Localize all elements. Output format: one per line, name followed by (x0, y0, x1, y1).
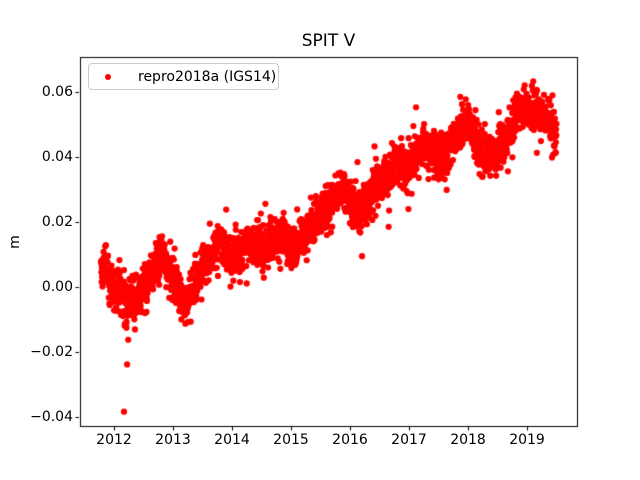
legend-label: repro2018a (IGS14) (138, 68, 277, 85)
legend-marker-dot (105, 73, 111, 80)
y-tick-label: 0.06 (41, 83, 73, 100)
y-tick-label: 0.00 (41, 278, 73, 295)
x-tick-label: 2013 (155, 432, 191, 448)
x-tick-label: 2016 (332, 432, 368, 448)
legend: repro2018a (IGS14) (88, 63, 279, 90)
y-tick-label: −0.04 (30, 408, 73, 425)
y-tick-label: 0.04 (41, 148, 73, 165)
x-tick-label: 2012 (96, 432, 132, 448)
x-tick-label: 2017 (391, 432, 427, 448)
y-axis-label: m (7, 235, 23, 249)
x-tick-label: 2015 (273, 432, 309, 448)
y-tick-label: 0.02 (41, 213, 73, 230)
y-tick-label: −0.02 (30, 343, 73, 360)
x-tick-label: 2014 (214, 432, 250, 448)
chart-title: SPIT V (301, 31, 356, 51)
x-tick-label: 2018 (450, 432, 486, 448)
x-tick-label: 2019 (509, 432, 545, 448)
